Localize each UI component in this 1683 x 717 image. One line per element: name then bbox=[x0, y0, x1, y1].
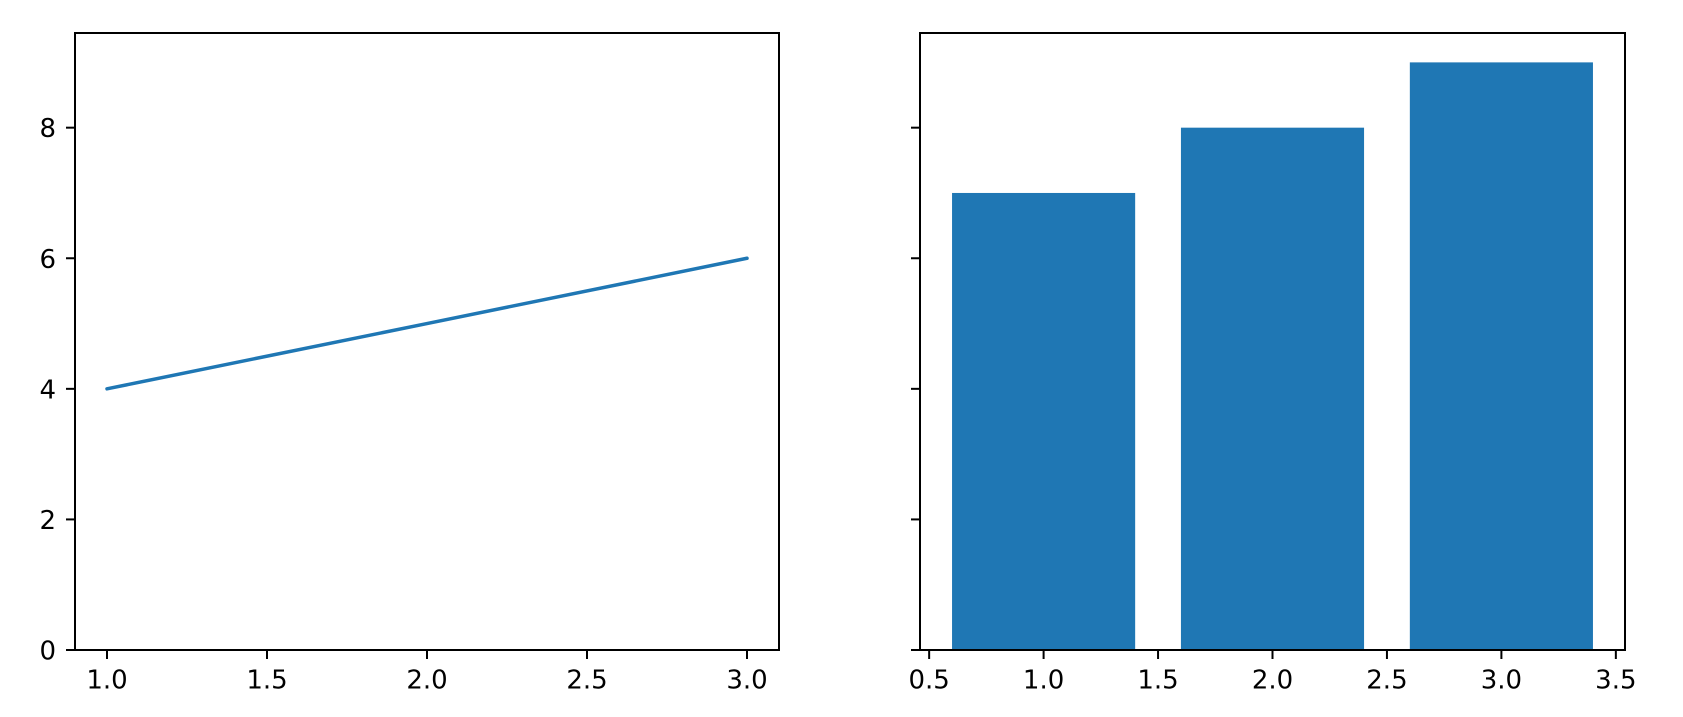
x-tick-label: 2.5 bbox=[566, 665, 607, 695]
x-tick-label: 2.5 bbox=[1366, 665, 1407, 695]
y-tick-label: 0 bbox=[39, 637, 56, 667]
plot-area-border bbox=[74, 32, 780, 651]
bar bbox=[1180, 127, 1365, 651]
line-series bbox=[105, 256, 749, 391]
x-tick-label: 1.0 bbox=[86, 665, 127, 695]
x-tick-label: 2.0 bbox=[406, 665, 447, 695]
y-tick-label: 8 bbox=[39, 114, 56, 144]
x-tick-label: 1.5 bbox=[246, 665, 287, 695]
x-tick-label: 2.0 bbox=[1252, 665, 1293, 695]
x-tick-label: 3.0 bbox=[1481, 665, 1522, 695]
x-tick-label: 1.0 bbox=[1023, 665, 1064, 695]
y-tick-label: 6 bbox=[39, 245, 56, 275]
x-tick-label: 0.5 bbox=[908, 665, 949, 695]
bar bbox=[952, 192, 1136, 651]
x-tick-label: 3.5 bbox=[1595, 665, 1636, 695]
y-tick-label: 4 bbox=[39, 375, 56, 405]
x-tick-label: 1.5 bbox=[1137, 665, 1178, 695]
bar-subplot: 0.5 1.0 1.5 2.0 2.5 3.0 3.5 bbox=[908, 32, 1637, 695]
y-tick-label: 2 bbox=[39, 506, 56, 536]
line-subplot: 1.0 1.5 2.0 2.5 3.0 0 2 4 6 8 bbox=[39, 32, 780, 695]
x-tick-label: 3.0 bbox=[726, 665, 767, 695]
bar bbox=[1409, 62, 1593, 650]
